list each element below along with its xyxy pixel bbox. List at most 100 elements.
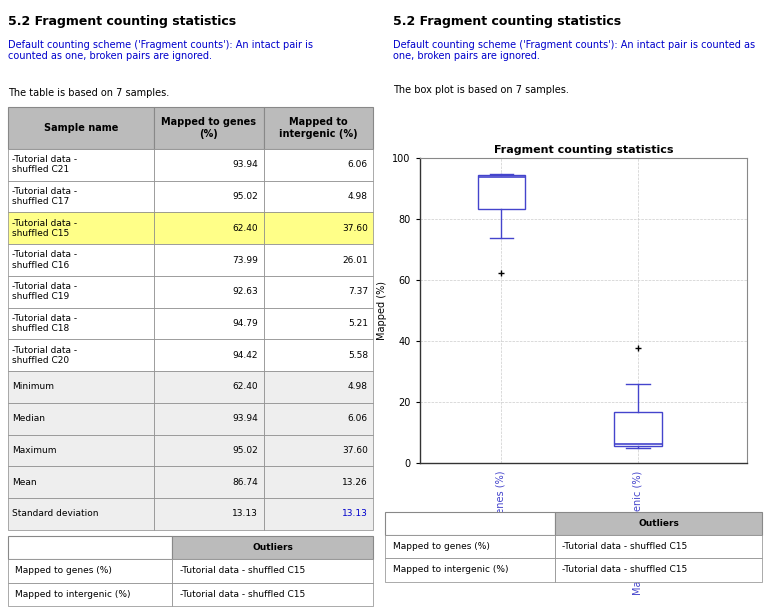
Text: The table is based on 7 samples.: The table is based on 7 samples. [8,88,169,98]
Text: 92.63: 92.63 [233,287,258,296]
Bar [8,213,154,244]
Bar [154,466,263,498]
Text: 73.99: 73.99 [233,256,258,264]
Bar [154,435,263,466]
Text: 93.94: 93.94 [233,414,258,423]
Text: 6.06: 6.06 [348,414,368,423]
Text: 13.13: 13.13 [233,510,258,518]
Text: -Tutorial data - shuffled C15: -Tutorial data - shuffled C15 [562,565,688,574]
Text: 94.42: 94.42 [233,351,258,360]
Bar [8,308,154,339]
Bar [8,276,154,308]
Bar [554,535,762,558]
Text: Mapped to genes (%): Mapped to genes (%) [393,542,490,551]
Text: -Tutorial data -
shuffled C18: -Tutorial data - shuffled C18 [12,314,77,333]
Text: -Tutorial data - shuffled C15: -Tutorial data - shuffled C15 [179,566,305,576]
Text: Mean: Mean [12,477,37,487]
Bar [385,558,554,582]
Text: Default counting scheme ('Fragment counts'): An intact pair is counted as
one, b: Default counting scheme ('Fragment count… [393,40,755,61]
Bar [172,536,373,559]
Text: Mapped to genes (%): Mapped to genes (%) [15,566,112,576]
Text: -Tutorial data -
shuffled C19: -Tutorial data - shuffled C19 [12,282,77,301]
Text: 95.02: 95.02 [233,446,258,455]
Bar [8,181,154,213]
Text: Default counting scheme ('Fragment counts'): An intact pair is
counted as one, b: Default counting scheme ('Fragment count… [8,40,313,61]
Bar [8,435,154,466]
Bar [263,339,373,371]
Bar [154,403,263,435]
Text: Mapped to
intergenic (%): Mapped to intergenic (%) [280,117,358,138]
Text: 62.40: 62.40 [233,382,258,392]
Text: 62.40: 62.40 [233,224,258,233]
Text: Standard deviation: Standard deviation [12,510,99,518]
Bar [8,536,172,559]
Text: -Tutorial data -
shuffled C21: -Tutorial data - shuffled C21 [12,155,77,174]
Text: 4.98: 4.98 [348,382,368,392]
Bar [154,244,263,276]
Text: 6.06: 6.06 [348,160,368,169]
Title: Fragment counting statistics: Fragment counting statistics [494,145,673,155]
Bar [8,371,154,403]
Bar [154,149,263,181]
Bar [263,308,373,339]
Bar [263,181,373,213]
Text: 26.01: 26.01 [342,256,368,264]
Text: Mapped to intergenic (%): Mapped to intergenic (%) [15,590,130,599]
Text: 5.2 Fragment counting statistics: 5.2 Fragment counting statistics [393,15,621,28]
Bar [263,466,373,498]
Bar [154,213,263,244]
Text: -Tutorial data -
shuffled C15: -Tutorial data - shuffled C15 [12,219,77,238]
Bar [263,244,373,276]
Bar [8,339,154,371]
Text: 5.2 Fragment counting statistics: 5.2 Fragment counting statistics [8,15,236,28]
Text: 5.21: 5.21 [348,319,368,328]
Text: -Tutorial data - shuffled C15: -Tutorial data - shuffled C15 [179,590,305,599]
Bar [263,403,373,435]
Text: -Tutorial data -
shuffled C16: -Tutorial data - shuffled C16 [12,250,77,270]
Bar [263,107,373,149]
Text: 13.13: 13.13 [342,510,368,518]
Bar [154,308,263,339]
Text: 37.60: 37.60 [342,224,368,233]
Bar [172,583,373,606]
Bar [263,213,373,244]
Text: Minimum: Minimum [12,382,54,392]
Bar [554,558,762,582]
Text: Outliers: Outliers [638,519,679,528]
Text: 86.74: 86.74 [233,477,258,487]
Bar [154,498,263,530]
Text: 37.60: 37.60 [342,446,368,455]
Bar [8,403,154,435]
Bar [154,276,263,308]
Text: Mapped to genes
(%): Mapped to genes (%) [162,117,256,138]
Text: Outliers: Outliers [253,543,293,552]
Text: Sample name: Sample name [44,123,118,133]
Text: The box plot is based on 7 samples.: The box plot is based on 7 samples. [393,85,568,95]
Bar [263,371,373,403]
Bar [8,466,154,498]
Text: Median: Median [12,414,45,423]
PathPatch shape [477,175,525,209]
Bar [8,244,154,276]
Bar [8,559,172,583]
Text: 93.94: 93.94 [233,160,258,169]
Bar [263,498,373,530]
Bar [8,149,154,181]
Text: 4.98: 4.98 [348,192,368,201]
Text: -Tutorial data -
shuffled C20: -Tutorial data - shuffled C20 [12,345,77,365]
Bar [154,181,263,213]
Text: 5.58: 5.58 [348,351,368,360]
Text: -Tutorial data -
shuffled C17: -Tutorial data - shuffled C17 [12,187,77,206]
Bar [263,276,373,308]
Bar [554,512,762,535]
Bar [8,498,154,530]
Bar [8,583,172,606]
Text: 94.79: 94.79 [233,319,258,328]
Bar [385,535,554,558]
Bar [154,339,263,371]
PathPatch shape [614,412,661,446]
Bar [154,371,263,403]
Bar [263,149,373,181]
Text: 95.02: 95.02 [233,192,258,201]
Text: Maximum: Maximum [12,446,56,455]
